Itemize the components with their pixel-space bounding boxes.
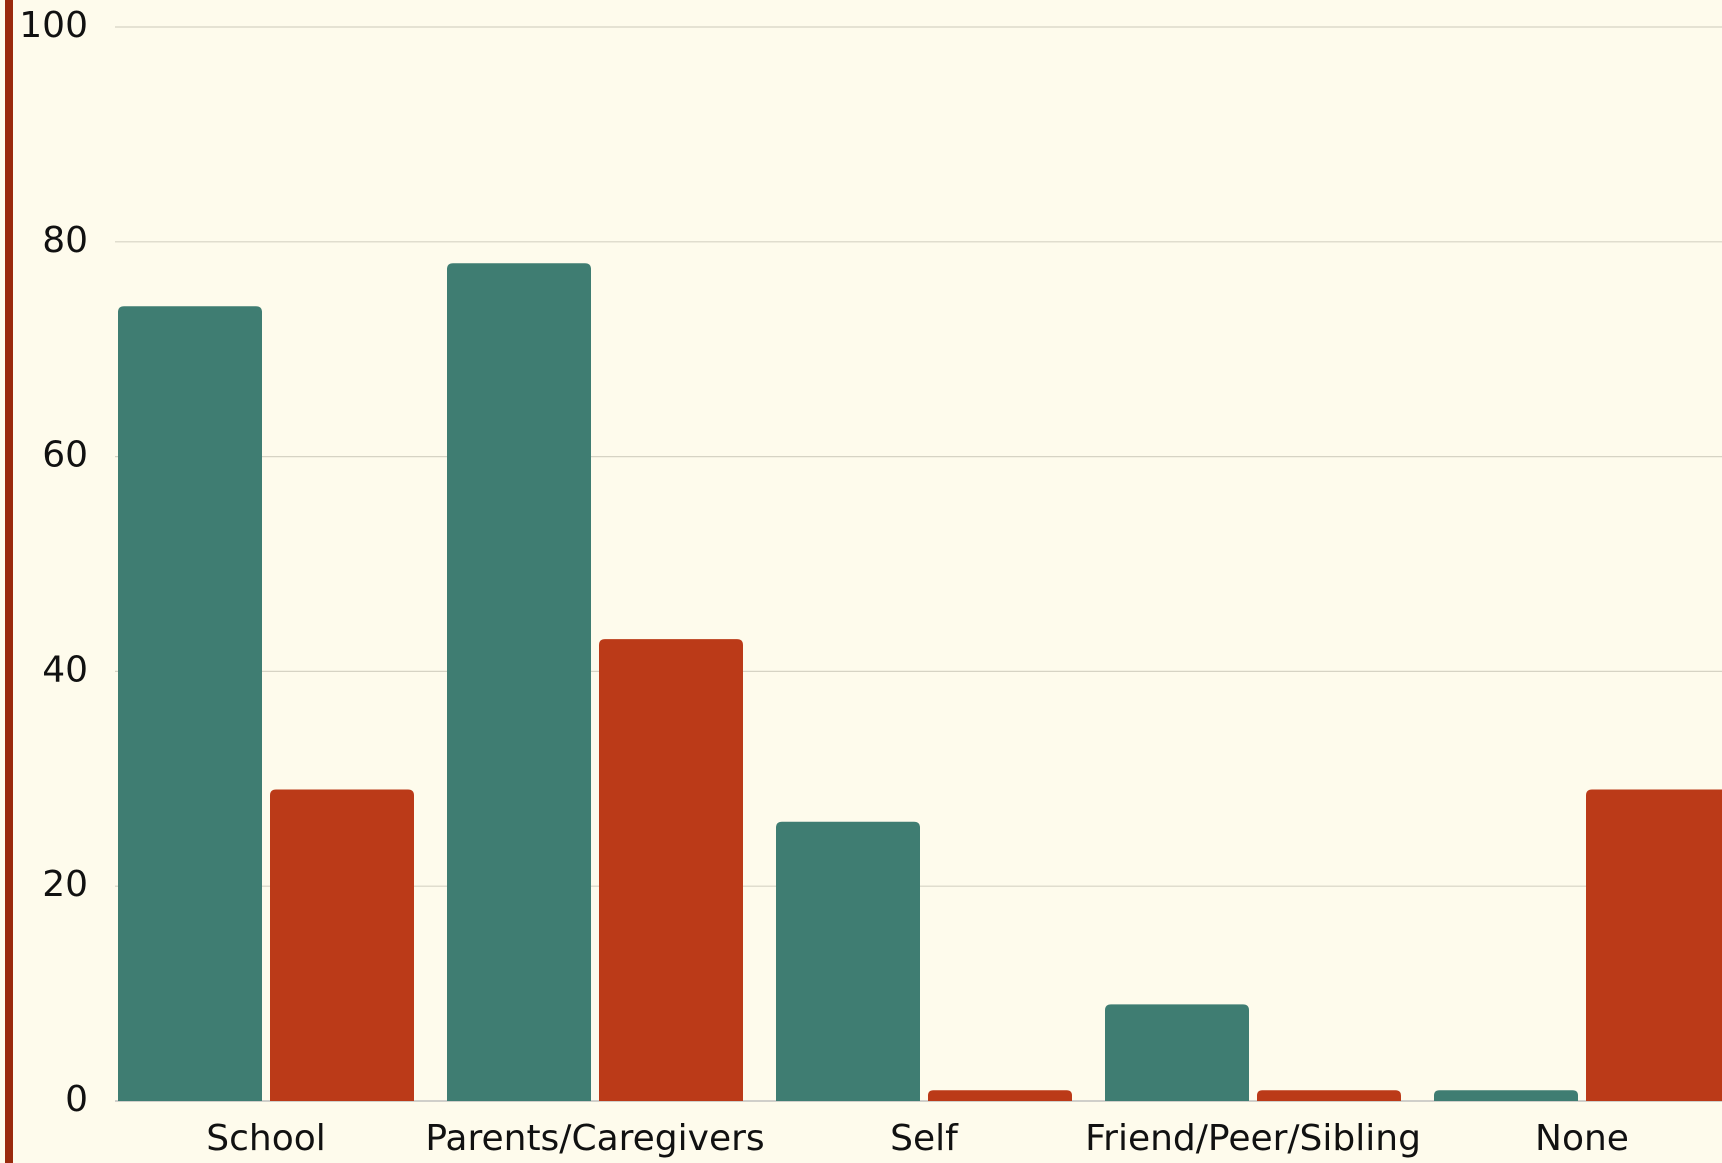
x-tick-label: None <box>1535 1118 1629 1159</box>
y-tick-label: 40 <box>42 649 88 690</box>
bar <box>599 639 743 1101</box>
x-tick-label: School <box>206 1118 326 1159</box>
y-tick-label: 0 <box>65 1079 88 1120</box>
bar <box>118 306 262 1101</box>
x-tick-label: Friend/Peer/Sibling <box>1085 1118 1421 1159</box>
bar <box>1257 1090 1401 1101</box>
bar <box>776 821 920 1101</box>
y-tick-label: 60 <box>42 435 88 476</box>
bar <box>447 263 591 1101</box>
x-tick-label: Parents/Caregivers <box>425 1118 764 1159</box>
bar <box>1586 789 1722 1101</box>
y-tick-label: 20 <box>42 864 88 905</box>
bar <box>1434 1090 1578 1101</box>
left-border <box>5 0 13 1163</box>
bar <box>928 1090 1072 1101</box>
bar <box>1105 1004 1249 1101</box>
y-tick-label: 100 <box>19 5 88 46</box>
y-tick-label: 80 <box>42 220 88 261</box>
bar <box>270 789 414 1101</box>
x-tick-label: Self <box>890 1118 959 1159</box>
